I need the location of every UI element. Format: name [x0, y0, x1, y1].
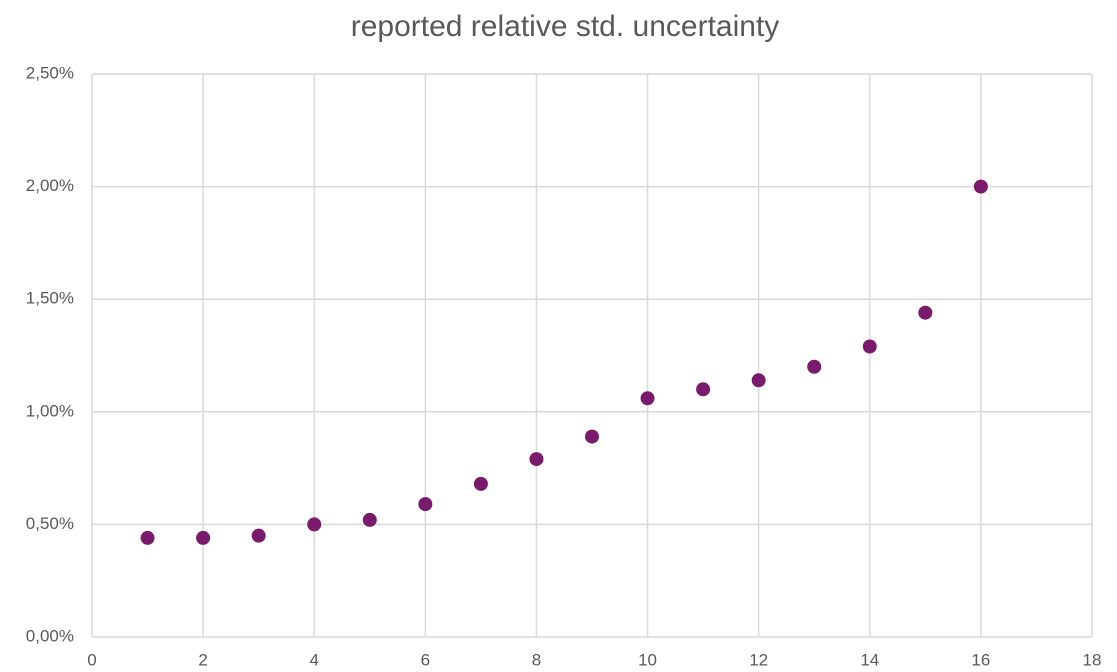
point	[140, 530, 155, 545]
x-tick-label: 6	[421, 650, 430, 669]
x-tick-label: 14	[860, 650, 879, 669]
point	[473, 476, 488, 491]
point	[640, 391, 655, 406]
x-tick-label: 8	[532, 650, 541, 669]
point	[862, 339, 877, 354]
x-tick-label: 0	[87, 650, 96, 669]
point	[918, 305, 933, 320]
point	[973, 179, 988, 194]
x-tick-label: 12	[749, 650, 768, 669]
y-tick-label: 2,00%	[26, 176, 74, 195]
y-tick-label: 0,00%	[26, 626, 74, 645]
x-tick-label: 10	[638, 650, 657, 669]
x-tick-label: 4	[309, 650, 318, 669]
x-tick-label: 18	[1083, 650, 1102, 669]
y-tick-label: 1,50%	[26, 289, 74, 308]
y-tick-label: 1,00%	[26, 401, 74, 420]
x-tick-label: 16	[971, 650, 990, 669]
point	[585, 429, 599, 444]
point	[196, 530, 211, 545]
point	[307, 517, 322, 532]
point	[696, 382, 711, 397]
point	[751, 373, 766, 388]
point	[807, 359, 822, 374]
point	[529, 452, 544, 467]
x-tick-label: 2	[198, 650, 207, 669]
y-tick-label: 2,50%	[26, 63, 74, 82]
point	[362, 512, 377, 527]
y-tick-label: 0,50%	[26, 514, 74, 533]
point	[418, 497, 433, 512]
point	[251, 528, 266, 543]
chart-title: reported relative std. uncertainty	[351, 10, 780, 43]
